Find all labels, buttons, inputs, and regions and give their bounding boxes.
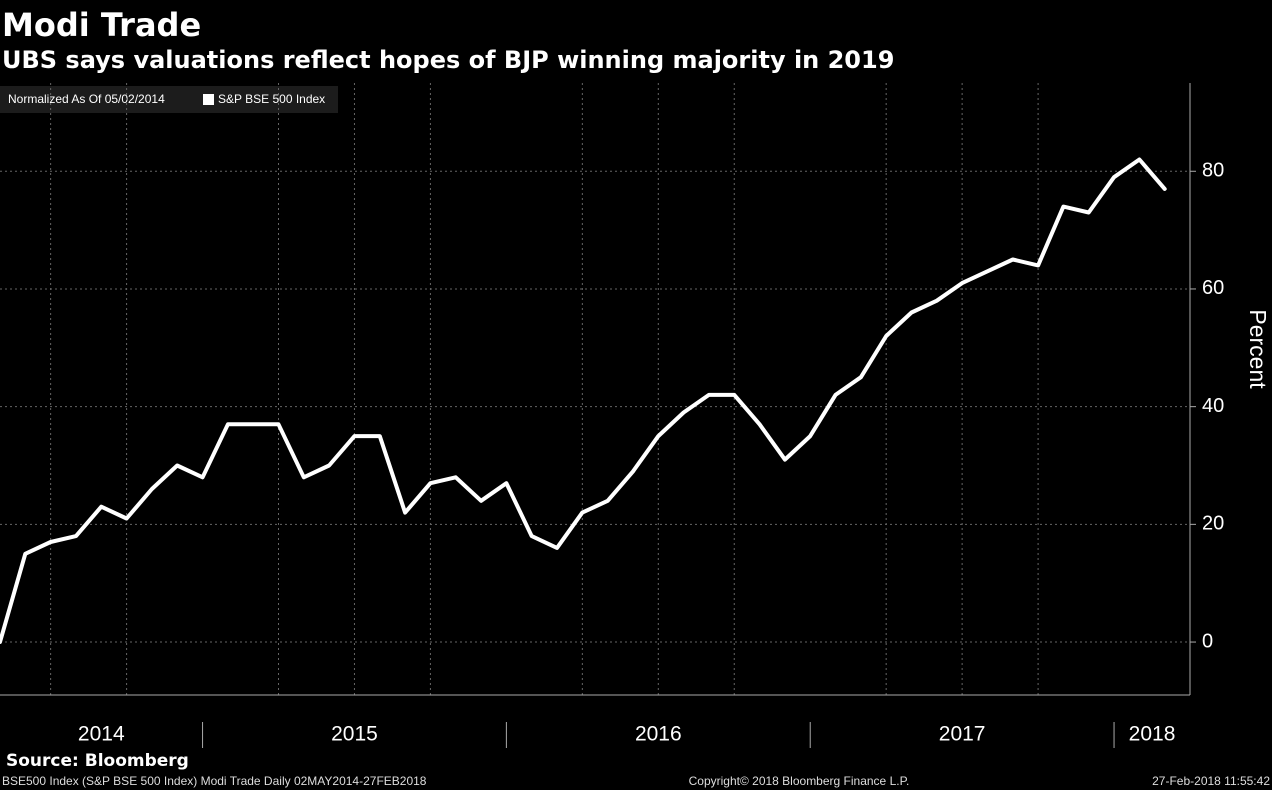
x-tick-label: 2016: [635, 723, 682, 746]
source: Source: Bloomberg: [6, 751, 189, 771]
y-tick-label: 80: [1202, 160, 1224, 182]
y-tick-label: 60: [1202, 277, 1224, 299]
y-tick-label: 20: [1202, 513, 1224, 535]
legend-label: S&P BSE 500 Index: [218, 92, 325, 106]
legend-box: [0, 86, 338, 113]
y-tick-label: 40: [1202, 395, 1224, 417]
y-tick-label: 0: [1202, 630, 1213, 652]
x-tick-label: 2014: [78, 723, 125, 746]
footer-right: 27-Feb-2018 11:55:42: [1152, 774, 1270, 788]
data-line: [0, 157, 1167, 644]
footer-center: Copyright© 2018 Bloomberg Finance L.P.: [689, 774, 910, 788]
legend-swatch: [203, 94, 214, 105]
legend-title: Normalized As Of 05/02/2014: [8, 92, 165, 106]
x-tick-label: 2017: [939, 723, 986, 746]
chart-title: Modi Trade: [2, 6, 201, 44]
x-tick-label: 2015: [331, 723, 378, 746]
chart-subtitle: UBS says valuations reflect hopes of BJP…: [2, 46, 894, 74]
footer-left: BSE500 Index (S&P BSE 500 Index) Modi Tr…: [2, 774, 427, 788]
y-axis-label: Percent: [1245, 309, 1271, 389]
x-tick-label: 2018: [1129, 723, 1176, 746]
